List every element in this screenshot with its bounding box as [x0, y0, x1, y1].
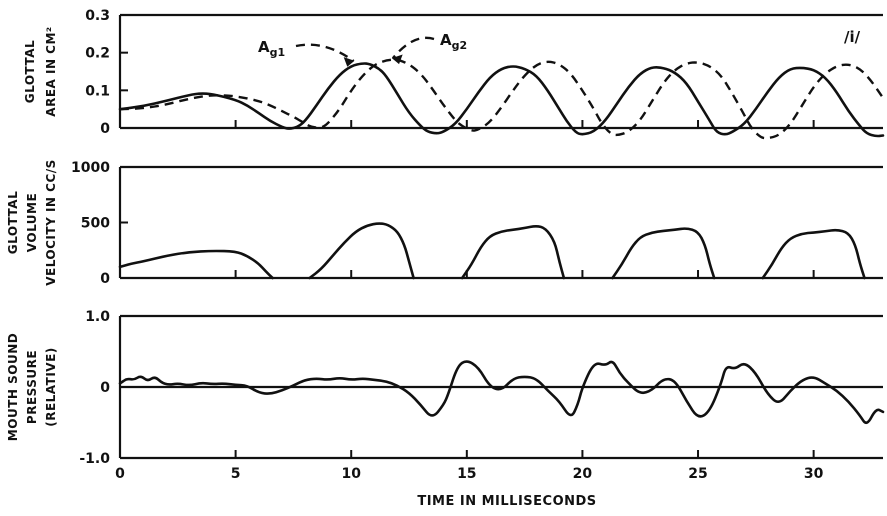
x-tick-label: 5: [231, 466, 241, 482]
mouth-pressure-ylabel: MOUTH SOUND PRESSURE (RELATIVE): [6, 333, 58, 441]
series-label-ag2: Ag2: [440, 31, 467, 52]
series-line-pressure: [118, 360, 885, 425]
y-tick-label: 1000: [71, 160, 110, 176]
glottal-velocity-curves: [118, 222, 866, 280]
y-tick-label: 0.2: [85, 46, 110, 62]
series-line-ug-pulse-1: [118, 249, 274, 280]
y-axis-label-line: (RELATIVE): [44, 347, 58, 427]
y-axis-label-line: PRESSURE: [25, 350, 39, 424]
x-tick-label: 20: [573, 466, 593, 482]
arrowhead: [343, 57, 355, 67]
x-tick-label: 30: [804, 466, 824, 482]
y-axis-label-line: GLOTTAL: [23, 40, 37, 103]
mouth-pressure-yticks: -1.0 0 1.0: [79, 309, 883, 467]
x-tick-label: 10: [341, 466, 361, 482]
glottal-velocity-xticks: [234, 270, 815, 278]
series-label-arrow: [295, 43, 355, 62]
y-tick-label: 0: [100, 380, 110, 396]
y-tick-label: -1.0: [79, 451, 110, 467]
x-axis-label: TIME IN MILLISECONDS: [417, 494, 596, 509]
y-tick-label: 0: [100, 271, 110, 287]
series-label-arrow: [391, 36, 435, 60]
series-line-ag2: [119, 58, 884, 140]
glottal-area-curves: [118, 58, 885, 140]
mouth-pressure-curves: [118, 360, 885, 425]
y-tick-label: 0.1: [85, 83, 110, 99]
glottal-area-xticks: [234, 120, 815, 128]
x-tick-label: 25: [688, 466, 707, 482]
mouth-pressure-xticks: 0 5 10 15 20 25 30: [115, 450, 824, 482]
y-tick-label: 500: [81, 216, 110, 232]
vowel-annotation: /i/: [844, 28, 861, 46]
arrowhead: [391, 54, 403, 65]
glottal-area-series-labels: Ag1 Ag2: [258, 31, 467, 67]
series-line-ug-pulse-5: [761, 228, 866, 280]
glottal-volume-velocity-panel: GLOTTAL VOLUME VELOCITY IN CC/S 0 500 1000: [6, 159, 883, 287]
y-tick-label: 1.0: [85, 309, 110, 325]
x-tick-label: 15: [457, 466, 476, 482]
series-line-ug-pulse-2: [308, 222, 415, 280]
glottal-velocity-ylabel: GLOTTAL VOLUME VELOCITY IN CC/S: [6, 159, 58, 286]
glottal-area-ylabel: GLOTTAL AREA IN CM²: [23, 26, 58, 116]
y-axis-label-line: AREA IN CM²: [44, 26, 58, 116]
y-tick-label: 0.3: [85, 8, 110, 24]
mouth-sound-pressure-panel: MOUTH SOUND PRESSURE (RELATIVE) -1.0 0 1.0 0…: [6, 309, 885, 509]
series-line-ag1: [118, 62, 885, 138]
glottal-area-yticks: 0 0.1 0.2 0.3: [85, 8, 883, 137]
y-axis-label-line: VELOCITY IN CC/S: [44, 159, 58, 286]
series-label-ag1: Ag1: [258, 38, 285, 59]
glottal-velocity-yticks: 0 500 1000: [71, 160, 883, 287]
y-axis-label-line: GLOTTAL: [6, 191, 20, 254]
x-tick-label: 0: [115, 466, 125, 482]
y-axis-label-line: VOLUME: [25, 193, 39, 252]
series-line-ug-pulse-4: [611, 227, 716, 280]
y-tick-label: 0: [100, 121, 110, 137]
y-axis-label-line: MOUTH SOUND: [6, 333, 20, 441]
glottal-area-panel: GLOTTAL AREA IN CM² 0 0.1 0.2 0.3 Ag1 Ag2 /i/: [23, 8, 885, 140]
series-line-ug-pulse-3: [460, 225, 566, 280]
